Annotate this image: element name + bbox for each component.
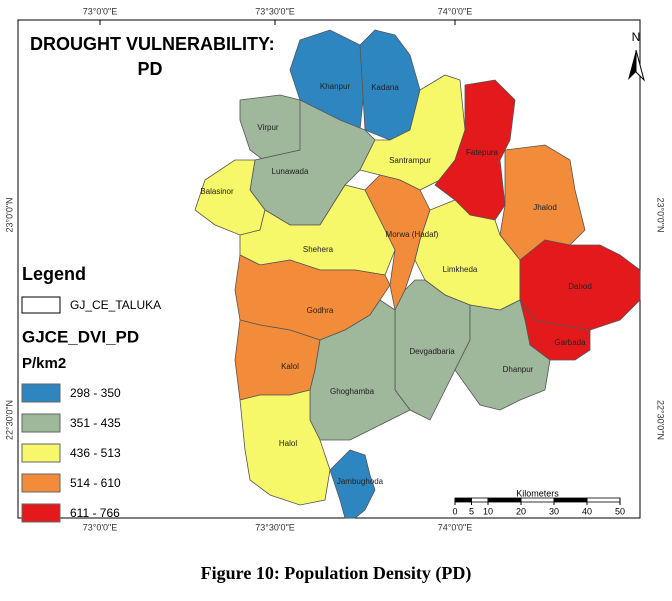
scale-segment [487, 497, 522, 503]
taluka-label: Jambughoda [337, 477, 384, 486]
taluka-label: Devgadbaria [409, 347, 455, 356]
longitude-label: 74°0'0"E [438, 522, 473, 532]
legend-swatch [21, 503, 61, 523]
scale-tick-label: 0 [452, 506, 457, 516]
legend-swatch [21, 473, 61, 493]
latitude-label: 22°30'0"N [656, 400, 666, 440]
scale-tick-label: 20 [516, 506, 526, 516]
taluka-label: Godhra [307, 306, 334, 315]
caption: Figure 10: Population Density (PD) [201, 563, 472, 584]
taluka-area [454, 299, 551, 411]
north-label: N [632, 30, 641, 44]
longitude-label: 73°0'0"E [83, 6, 118, 16]
scale-segment [553, 497, 588, 503]
legend-swatch [21, 413, 61, 433]
scale-tick-label: 30 [549, 506, 559, 516]
latitude-label: 22°30'0"N [4, 400, 14, 440]
longitude-label: 73°30'0"E [255, 522, 295, 532]
legend-swatch [21, 383, 61, 403]
legend-label: 298 - 350 [70, 386, 121, 400]
taluka-label: Balasinor [200, 187, 234, 196]
scale-tick-label: 50 [615, 506, 625, 516]
latitude-label: 23°0'0"N [4, 197, 14, 232]
longitude-label: 74°0'0"E [438, 6, 473, 16]
taluka-label: Garbada [554, 338, 586, 347]
taluka-label: Kadana [371, 83, 399, 92]
scale-tick-label: 10 [483, 506, 493, 516]
taluka-label: Ghoghamba [330, 387, 375, 396]
taluka-label: Jhalod [533, 203, 557, 212]
taluka-label: Morwa (Hadaf) [386, 230, 439, 239]
legend-title: Legend [22, 264, 86, 284]
taluka-label: Limkheda [443, 265, 478, 274]
taluka-label: Dhanpur [503, 365, 534, 374]
scale-segment [454, 497, 472, 503]
taluka-label: Santrampur [389, 156, 431, 165]
north-arrow: N [628, 30, 645, 82]
map-title: DROUGHT VULNERABILITY: [30, 34, 275, 54]
taluka-label: Halol [279, 439, 297, 448]
taluka-label: Kalol [281, 362, 299, 371]
scale-segment [586, 497, 621, 503]
map-title: PD [137, 59, 162, 79]
legend-swatch [21, 296, 61, 314]
legend-unit: P/km2 [22, 355, 66, 372]
legend-label: 611 - 766 [70, 506, 120, 520]
legend-label: 514 - 610 [70, 476, 121, 490]
taluka-label: Shehera [303, 245, 334, 254]
taluka-label: Dahod [568, 282, 592, 291]
legend-label: GJ_CE_TALUKA [70, 298, 161, 312]
legend-field: GJCE_DVI_PD [22, 327, 139, 346]
taluka-area [329, 449, 376, 519]
longitude-label: 73°30'0"E [255, 6, 295, 16]
longitude-label: 73°0'0"E [83, 522, 118, 532]
taluka-label: Lunawada [272, 167, 309, 176]
taluka-label: Fatepura [466, 148, 499, 157]
legend-label: 351 - 435 [70, 416, 121, 430]
scale-segment [471, 497, 489, 503]
taluka-label: Virpur [257, 123, 279, 132]
legend-swatch [21, 443, 61, 463]
latitude-label: 23°0'0"N [656, 197, 666, 232]
legend-label: 436 - 513 [70, 446, 121, 460]
taluka-area [359, 74, 466, 191]
scale-segment [520, 497, 555, 503]
scale-tick-label: 40 [582, 506, 592, 516]
scale-tick-label: 5 [469, 506, 474, 516]
scale-title: Kilometers [516, 488, 559, 498]
taluka-label: Khanpur [320, 82, 351, 91]
